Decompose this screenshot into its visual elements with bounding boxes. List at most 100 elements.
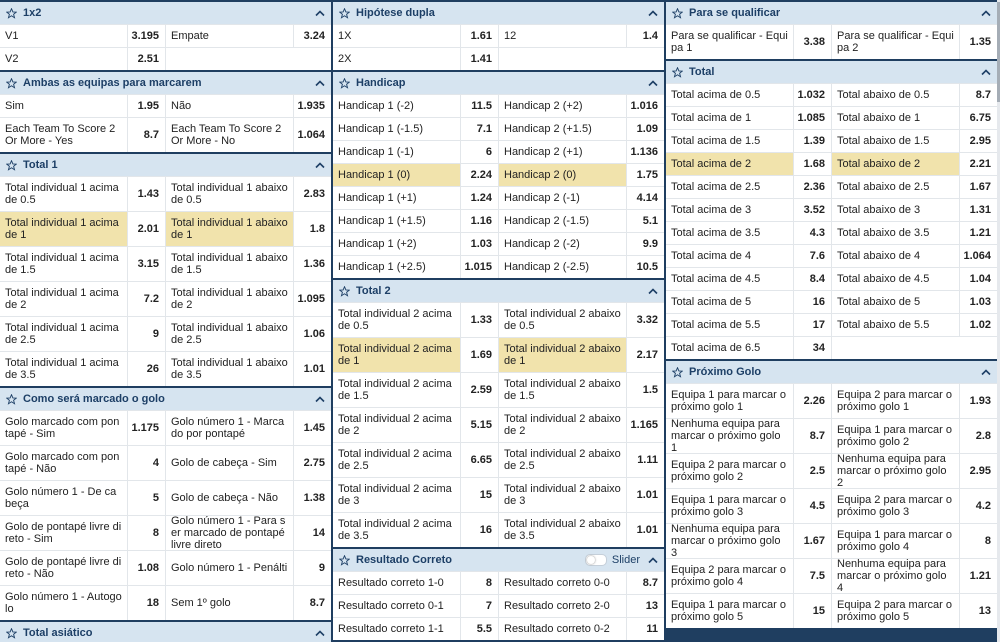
odds-value[interactable]: 1.04	[959, 268, 997, 290]
odds-value[interactable]: 1.16	[460, 210, 498, 232]
odds-value[interactable]: 1.36	[293, 247, 331, 281]
odds-value[interactable]: 4.14	[626, 187, 664, 209]
odds-value[interactable]: 1.085	[793, 107, 831, 129]
odds-value[interactable]: 1.03	[460, 233, 498, 255]
odds-value[interactable]: 15	[460, 478, 498, 512]
odds-value[interactable]: 1.21	[959, 559, 997, 593]
odds-value[interactable]: 7.5	[793, 559, 831, 593]
odds-value[interactable]: 1.41	[460, 48, 498, 70]
odds-value[interactable]: 1.09	[626, 118, 664, 140]
odds-value[interactable]: 8.7	[959, 84, 997, 106]
odds-value[interactable]: 1.43	[127, 177, 165, 211]
odds-value[interactable]: 8	[460, 572, 498, 594]
odds-value[interactable]: 1.032	[793, 84, 831, 106]
odds-value[interactable]: 8.7	[793, 419, 831, 453]
odds-value[interactable]: 7	[460, 595, 498, 617]
odds-value[interactable]: 2.24	[460, 164, 498, 186]
market-header[interactable]: Resultado Correto Slider	[333, 549, 664, 571]
odds-value[interactable]: 11.5	[460, 95, 498, 117]
odds-value[interactable]: 2.95	[959, 454, 997, 488]
odds-value[interactable]: 1.935	[293, 95, 331, 117]
odds-value[interactable]: 3.15	[127, 247, 165, 281]
odds-value[interactable]: 1.31	[959, 199, 997, 221]
odds-value[interactable]: 1.67	[959, 176, 997, 198]
odds-value[interactable]: 1.165	[626, 408, 664, 442]
odds-value[interactable]: 1.02	[959, 314, 997, 336]
market-header[interactable]: 1x2	[0, 2, 331, 24]
odds-value[interactable]: 3.195	[127, 25, 165, 47]
odds-value[interactable]: 14	[293, 516, 331, 550]
odds-value[interactable]: 2.36	[793, 176, 831, 198]
odds-value[interactable]: 1.39	[793, 130, 831, 152]
odds-value[interactable]: 1.136	[626, 141, 664, 163]
odds-value[interactable]: 2.8	[959, 419, 997, 453]
odds-value[interactable]: 6	[460, 141, 498, 163]
odds-value[interactable]: 1.01	[626, 513, 664, 547]
odds-value[interactable]: 2.59	[460, 373, 498, 407]
odds-value[interactable]: 17	[793, 314, 831, 336]
odds-value[interactable]: 5.5	[460, 618, 498, 640]
odds-value[interactable]: 1.95	[127, 95, 165, 117]
odds-value[interactable]: 1.69	[460, 338, 498, 372]
odds-value[interactable]: 1.24	[460, 187, 498, 209]
odds-value[interactable]: 2.95	[959, 130, 997, 152]
odds-value[interactable]: 34	[793, 337, 831, 359]
odds-value[interactable]: 1.175	[127, 411, 165, 445]
odds-value[interactable]: 3.52	[793, 199, 831, 221]
scroll-thumb[interactable]	[997, 2, 1000, 102]
odds-value[interactable]: 8	[127, 516, 165, 550]
odds-value[interactable]: 4.2	[959, 489, 997, 523]
odds-value[interactable]: 1.67	[793, 524, 831, 558]
odds-value[interactable]: 1.08	[127, 551, 165, 585]
odds-value[interactable]: 1.03	[959, 291, 997, 313]
odds-value[interactable]: 5.1	[626, 210, 664, 232]
odds-value[interactable]: 3.38	[793, 25, 831, 59]
odds-value[interactable]: 1.5	[626, 373, 664, 407]
slider-toggle[interactable]	[584, 554, 607, 566]
odds-value[interactable]: 1.61	[460, 25, 498, 47]
odds-value[interactable]: 3.24	[293, 25, 331, 47]
odds-value[interactable]: 2.17	[626, 338, 664, 372]
odds-value[interactable]: 4.5	[793, 489, 831, 523]
market-header[interactable]: Total asiático	[0, 622, 331, 642]
odds-value[interactable]: 7.2	[127, 282, 165, 316]
odds-value[interactable]: 2.26	[793, 384, 831, 418]
odds-value[interactable]: 16	[793, 291, 831, 313]
odds-value[interactable]: 1.11	[626, 443, 664, 477]
odds-value[interactable]: 5	[127, 481, 165, 515]
odds-value[interactable]: 1.33	[460, 303, 498, 337]
odds-value[interactable]: 8.7	[626, 572, 664, 594]
odds-value[interactable]: 1.4	[626, 25, 664, 47]
scrollbar[interactable]	[997, 0, 1000, 642]
odds-value[interactable]: 2.01	[127, 212, 165, 246]
odds-value[interactable]: 1.68	[793, 153, 831, 175]
odds-value[interactable]: 2.83	[293, 177, 331, 211]
market-header[interactable]: Total 2	[333, 280, 664, 302]
odds-value[interactable]: 2.21	[959, 153, 997, 175]
odds-value[interactable]: 9	[293, 551, 331, 585]
odds-value[interactable]: 26	[127, 352, 165, 386]
market-header[interactable]: Total 1	[0, 154, 331, 176]
odds-value[interactable]: 1.064	[293, 118, 331, 152]
odds-value[interactable]: 1.8	[293, 212, 331, 246]
odds-value[interactable]: 11	[626, 618, 664, 640]
market-header[interactable]: Como será marcado o golo	[0, 388, 331, 410]
odds-value[interactable]: 4.3	[793, 222, 831, 244]
odds-value[interactable]: 13	[626, 595, 664, 617]
market-header[interactable]: Ambas as equipas para marcarem	[0, 72, 331, 94]
odds-value[interactable]: 1.38	[293, 481, 331, 515]
odds-value[interactable]: 7.6	[793, 245, 831, 267]
odds-value[interactable]: 7.1	[460, 118, 498, 140]
odds-value[interactable]: 6.65	[460, 443, 498, 477]
odds-value[interactable]: 5.15	[460, 408, 498, 442]
odds-value[interactable]: 1.01	[293, 352, 331, 386]
odds-value[interactable]: 18	[127, 586, 165, 620]
odds-value[interactable]: 15	[793, 594, 831, 628]
odds-value[interactable]: 1.93	[959, 384, 997, 418]
market-header[interactable]: Handicap	[333, 72, 664, 94]
odds-value[interactable]: 9.9	[626, 233, 664, 255]
odds-value[interactable]: 1.75	[626, 164, 664, 186]
market-header[interactable]: Hipótese dupla	[333, 2, 664, 24]
market-header[interactable]: Total	[666, 61, 997, 83]
odds-value[interactable]: 2.51	[127, 48, 165, 70]
